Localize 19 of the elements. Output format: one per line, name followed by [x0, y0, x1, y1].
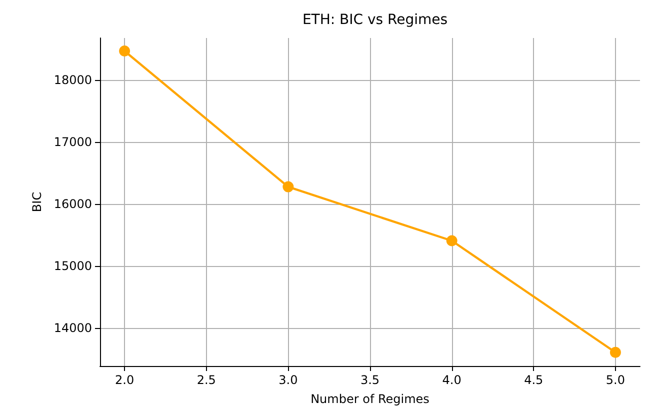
- y-tick-label: 16000: [54, 197, 92, 212]
- x-tick-label: 2.0: [115, 373, 134, 387]
- x-tick-label: 3.5: [360, 373, 380, 387]
- x-tick-label: 4.5: [524, 373, 544, 387]
- x-tick-label: 3.0: [278, 373, 298, 387]
- y-tick-label: 14000: [54, 321, 92, 336]
- point: [446, 235, 458, 246]
- y-tick-label: 15000: [54, 259, 92, 274]
- y-tick-label: 17000: [54, 135, 92, 150]
- x-axis-title: Number of Regimes: [310, 392, 430, 406]
- point: [119, 46, 130, 57]
- point: [282, 181, 294, 192]
- x-tick-label: 5.0: [606, 373, 625, 387]
- y-tick-label: 18000: [54, 73, 92, 88]
- x-tick-label: 2.5: [196, 373, 216, 387]
- point: [610, 346, 621, 358]
- chart-title: ETH: BIC vs Regimes: [302, 12, 448, 28]
- y-axis-title: BIC: [30, 192, 44, 212]
- x-tick-label: 4.0: [442, 373, 462, 387]
